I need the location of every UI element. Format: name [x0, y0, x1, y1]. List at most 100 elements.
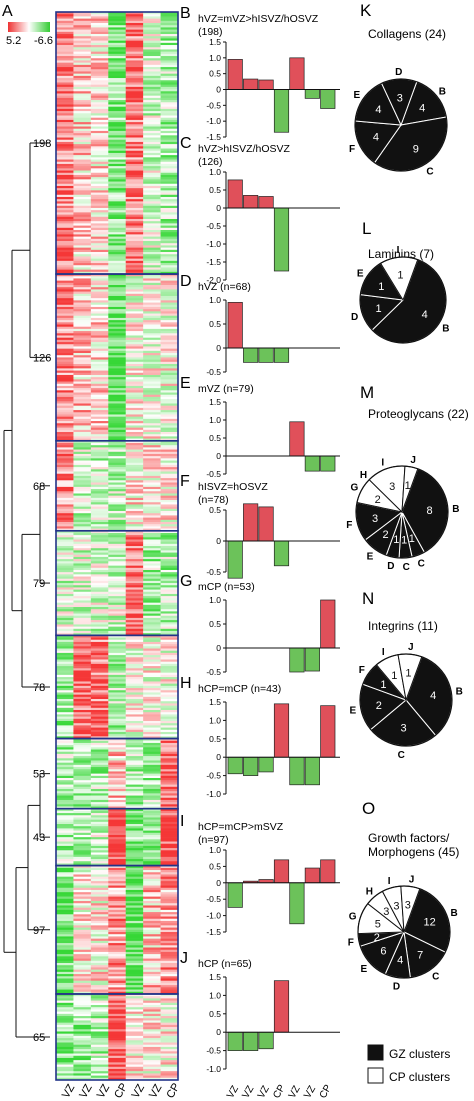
heatmap-cell — [125, 1024, 144, 1028]
heatmap-cell — [108, 168, 127, 171]
heatmap-cell — [160, 207, 179, 211]
heatmap-cell — [73, 1049, 92, 1052]
heatmap-cell — [143, 60, 161, 63]
heatmap-cell — [125, 78, 144, 81]
heatmap-cell — [90, 126, 109, 130]
heatmap-cell — [90, 969, 109, 973]
heatmap-cell — [143, 998, 161, 1001]
heatmap-cell — [56, 565, 74, 569]
heatmap-cell — [108, 609, 127, 612]
heatmap-cell — [73, 377, 92, 380]
heatmap-cell — [56, 440, 74, 444]
heatmap-cell — [73, 561, 92, 564]
heatmap-cell — [160, 150, 179, 154]
heatmap-cell — [143, 760, 161, 763]
heatmap-cell — [108, 1064, 127, 1068]
heatmap-cell — [143, 786, 161, 790]
panel-letter: K — [360, 1, 372, 20]
heatmap-cell — [160, 1057, 179, 1061]
heatmap-cell — [125, 177, 144, 180]
heatmap-cell — [56, 1073, 74, 1076]
heatmap-cell — [160, 210, 179, 213]
heatmap-cell — [125, 519, 144, 523]
heatmap-cell — [56, 500, 74, 503]
bar-chart-title: mVZ (n=79) — [198, 383, 254, 395]
heatmap-cell — [90, 1057, 109, 1061]
heatmap-cell — [90, 943, 109, 946]
heatmap-cell — [143, 278, 161, 281]
heatmap-cell — [108, 241, 127, 244]
heatmap-cell — [108, 447, 127, 450]
heatmap-cell — [160, 854, 179, 858]
heatmap-cell — [125, 53, 144, 57]
heatmap-cell — [143, 810, 161, 814]
heatmap-cell — [160, 500, 179, 503]
heatmap-cell — [90, 808, 109, 812]
heatmap-cell — [73, 192, 92, 196]
y-tick-label: -1.0 — [206, 789, 221, 799]
heatmap-cell — [143, 449, 161, 453]
heatmap-cell — [125, 126, 144, 130]
heatmap-cell — [56, 1055, 74, 1059]
heatmap-cell — [143, 837, 161, 840]
heatmap-cell — [108, 795, 127, 799]
heatmap-cell — [108, 377, 127, 380]
heatmap-cell — [125, 438, 144, 442]
heatmap-cell — [108, 203, 127, 207]
heatmap-cell — [108, 810, 127, 814]
heatmap-cell — [108, 234, 127, 237]
heatmap-cell — [143, 965, 161, 968]
heatmap-cell — [108, 762, 127, 766]
heatmap-cell — [90, 861, 109, 864]
heatmap-cell — [90, 60, 109, 63]
bar — [289, 421, 305, 457]
heatmap-cell — [108, 541, 127, 545]
heatmap-cell — [90, 287, 109, 290]
heatmap-cell — [73, 14, 92, 17]
heatmap-cell — [73, 876, 92, 880]
heatmap-cell — [56, 885, 74, 889]
heatmap-cell — [143, 778, 161, 781]
heatmap-cell — [73, 460, 92, 464]
heatmap-cell — [108, 598, 127, 601]
heatmap-cell — [90, 1066, 109, 1070]
heatmap-cell — [143, 887, 161, 891]
heatmap-cell — [160, 894, 179, 897]
heatmap-cell — [125, 144, 144, 147]
heatmap-cell — [160, 710, 179, 713]
heatmap-cell — [73, 646, 92, 649]
heatmap-cell — [125, 163, 144, 167]
color-scale-max: 5.2 — [6, 35, 21, 47]
heatmap-cell — [108, 357, 127, 360]
heatmap-cell — [73, 802, 92, 805]
heatmap-cell — [160, 720, 179, 724]
heatmap-cell — [73, 517, 92, 521]
heatmap-cell — [56, 854, 74, 858]
heatmap-cell — [90, 414, 109, 417]
heatmap-cell — [125, 104, 144, 107]
heatmap-cell — [73, 218, 92, 222]
heatmap-cell — [125, 596, 144, 599]
heatmap-cell — [125, 892, 144, 895]
heatmap-cell — [56, 663, 74, 667]
heatmap-cell — [108, 300, 127, 303]
heatmap-cell — [125, 799, 144, 803]
heatmap-cell — [143, 229, 161, 233]
heatmap-cell — [143, 613, 161, 617]
heatmap-cell — [160, 731, 179, 735]
heatmap-cell — [56, 486, 74, 490]
heatmap-cell — [160, 377, 179, 380]
heatmap-cell — [108, 991, 127, 995]
heatmap-cell — [108, 399, 127, 402]
heatmap-cell — [160, 604, 179, 608]
heatmap-cell — [73, 641, 92, 645]
heatmap-cell — [90, 987, 109, 990]
heatmap-cell — [108, 813, 127, 816]
heatmap-cell — [56, 117, 74, 121]
heatmap-cell — [143, 390, 161, 393]
heatmap-cell — [90, 64, 109, 68]
heatmap-cell — [160, 361, 179, 365]
heatmap-cell — [56, 289, 74, 292]
heatmap-cell — [56, 824, 74, 827]
heatmap-cell — [108, 34, 127, 37]
